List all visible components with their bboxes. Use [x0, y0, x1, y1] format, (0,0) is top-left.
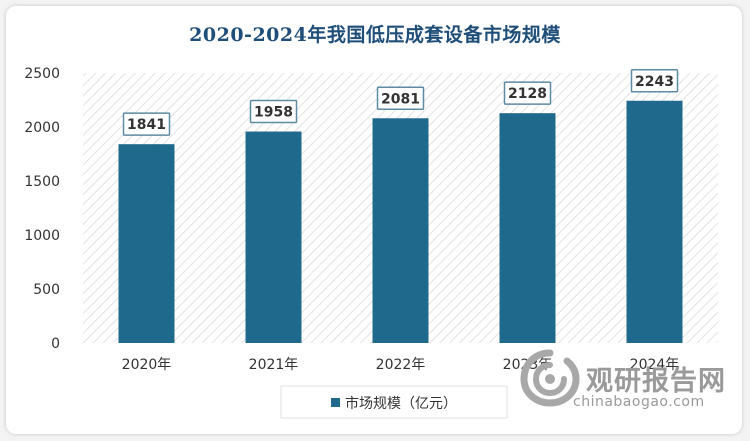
data-label: 1958 — [254, 105, 293, 121]
bar — [626, 100, 683, 343]
watermark-brand: 观研报告网 — [586, 366, 726, 397]
watermark-logo-icon — [520, 349, 580, 407]
x-tick-label: 2021年 — [249, 357, 299, 373]
chart-title: 2020-2024年我国低压成套设备市场规模 — [189, 24, 561, 46]
data-label: 2243 — [635, 74, 674, 90]
data-label-box — [376, 86, 425, 111]
data-label: 2081 — [381, 91, 420, 107]
watermark-url: chinabaogao.com — [573, 394, 705, 410]
y-tick-label: 0 — [51, 336, 60, 352]
data-label: 2128 — [508, 86, 547, 102]
y-tick-label: 1000 — [24, 228, 60, 244]
bar — [499, 113, 556, 344]
data-label-box — [503, 81, 552, 105]
y-tick-label: 1500 — [24, 174, 60, 190]
bar — [118, 144, 175, 343]
y-tick-label: 500 — [33, 282, 60, 298]
y-tick-label: 2000 — [24, 120, 60, 136]
data-label-box — [630, 69, 679, 93]
data-label: 1841 — [127, 117, 166, 133]
data-label-box — [122, 112, 171, 136]
legend-label: 市场规模（亿元） — [345, 395, 457, 412]
x-tick-label: 2022年 — [376, 357, 426, 373]
y-tick-label: 2500 — [24, 66, 60, 82]
legend-swatch — [331, 398, 340, 407]
x-tick-label: 2024年 — [630, 357, 680, 373]
legend-box — [280, 385, 508, 419]
x-tick-label: 2020年 — [122, 357, 172, 373]
bar — [372, 118, 429, 343]
data-label-box — [249, 99, 298, 124]
bar — [245, 131, 302, 343]
